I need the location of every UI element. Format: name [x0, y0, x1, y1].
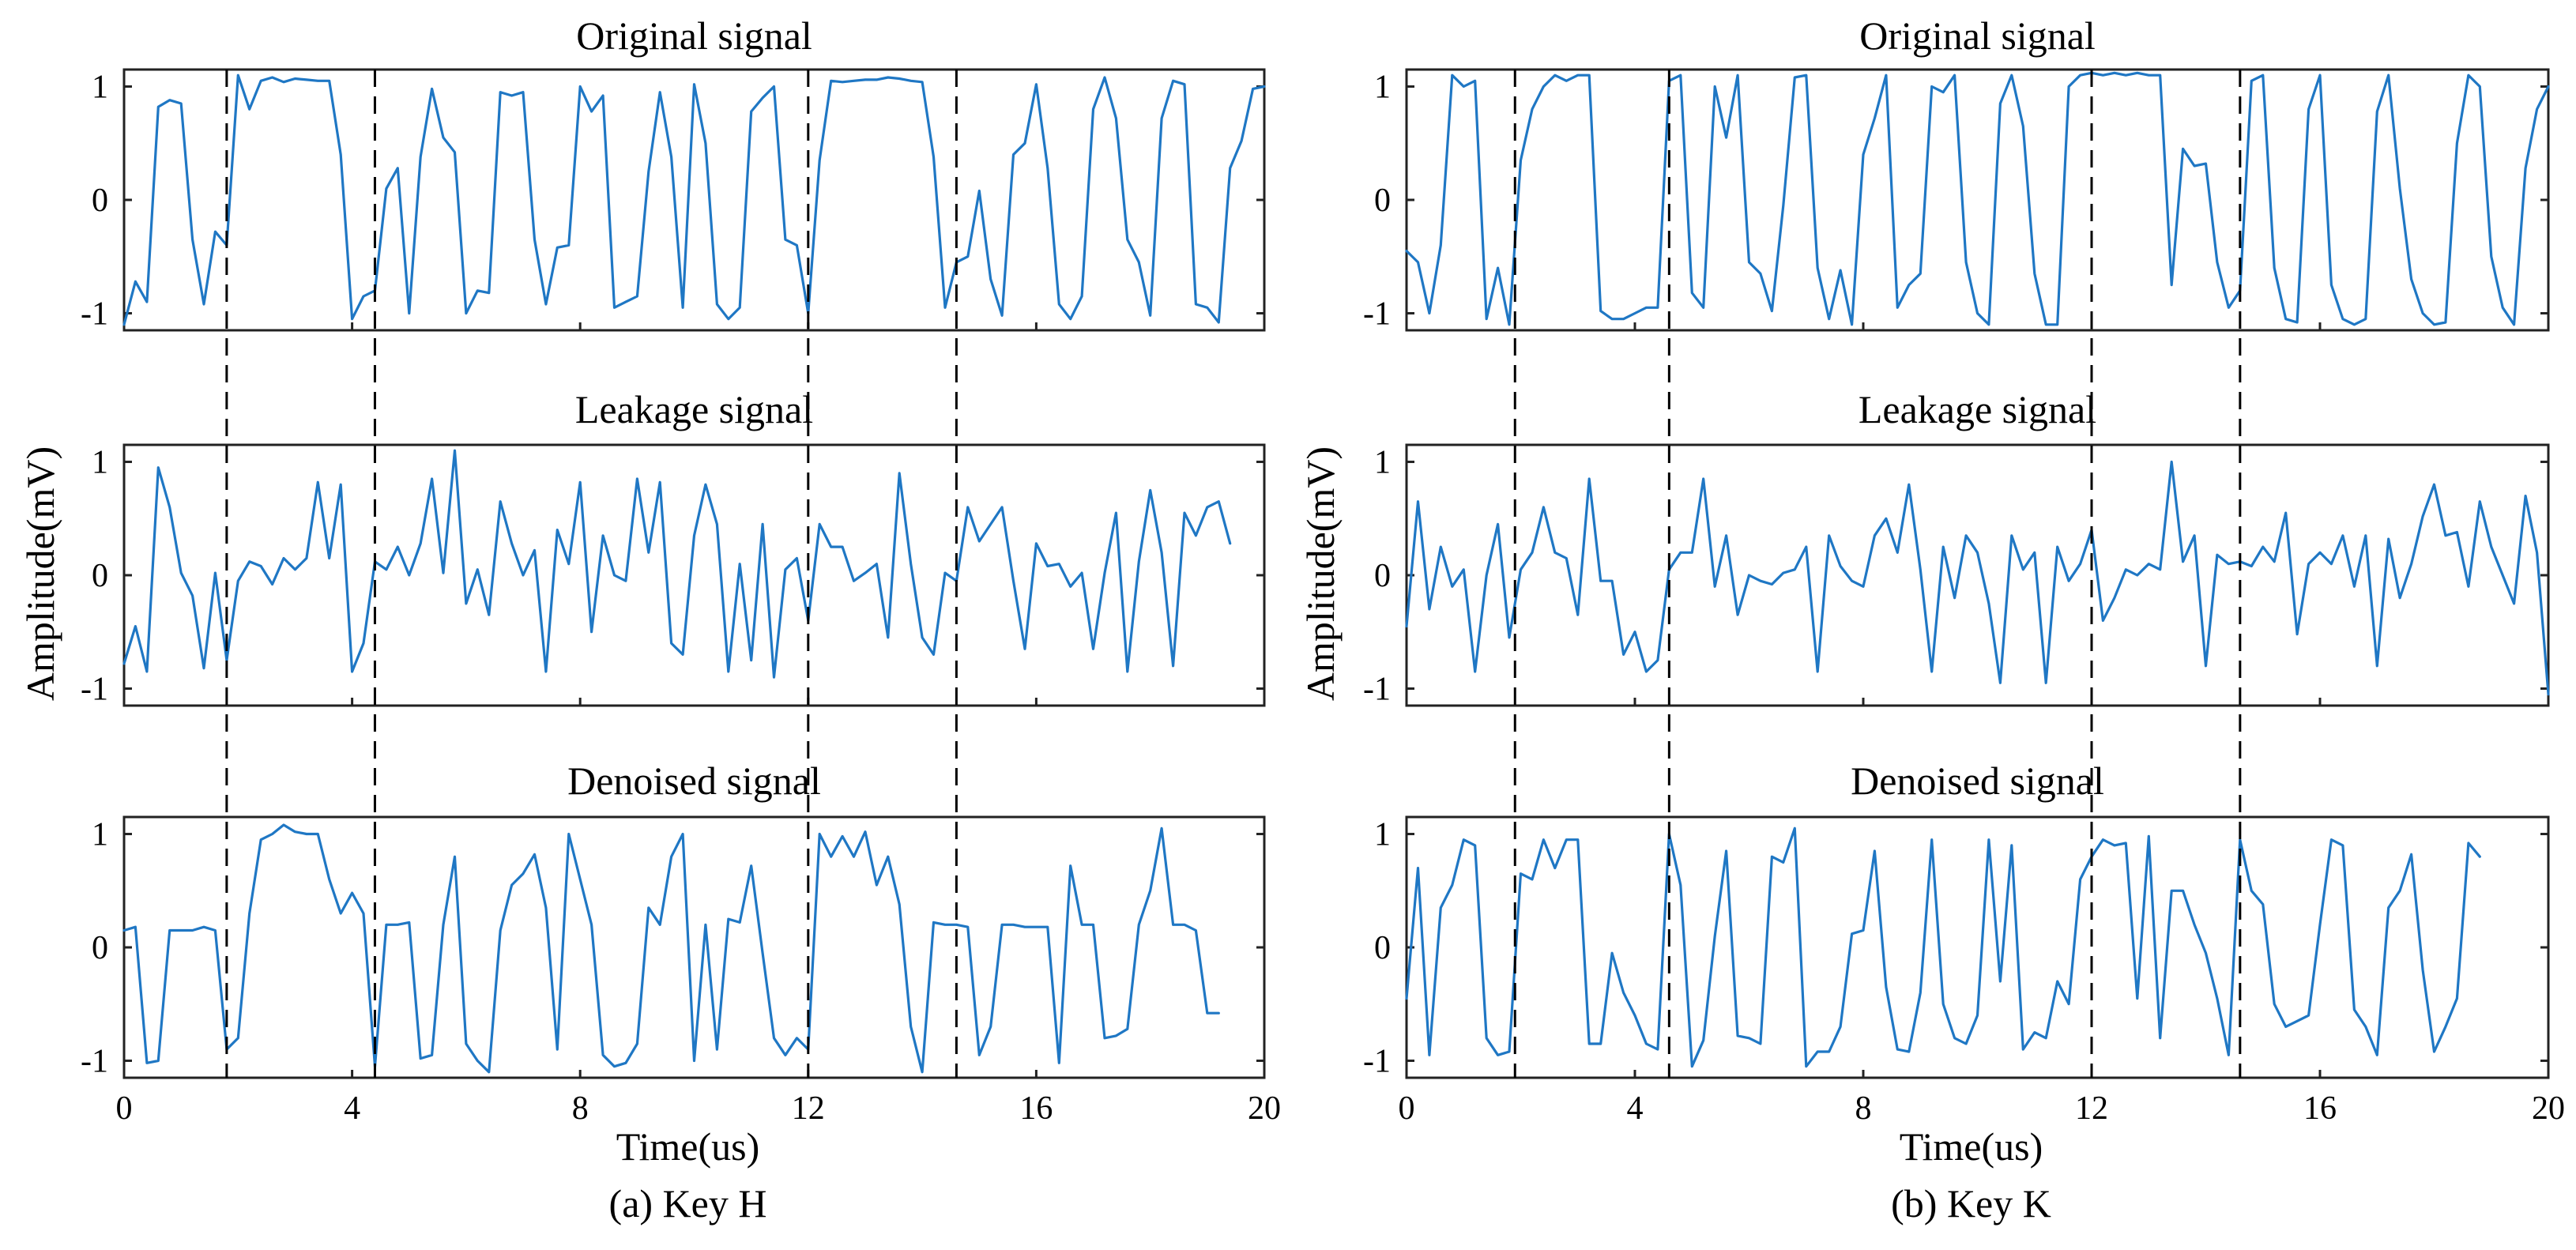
x-axis-label: Time(us) [616, 1124, 760, 1169]
y-tick-label: -1 [81, 671, 108, 707]
plot-frame [122, 443, 1266, 707]
y-tick-label: 0 [92, 930, 108, 966]
y-tick-label: 0 [92, 558, 108, 594]
y-tick-label: -1 [81, 1043, 108, 1079]
x-tick-label: 0 [1399, 1090, 1415, 1127]
y-tick-label: 1 [1374, 817, 1391, 853]
y-tick-label: -1 [81, 296, 108, 332]
subplot-title: Leakage signal [575, 387, 813, 431]
x-tick-label: 0 [116, 1090, 133, 1127]
signal-line [1405, 460, 2550, 696]
x-axis-label: Time(us) [1900, 1124, 2043, 1169]
signal-line [1405, 71, 2550, 326]
subplot-title: Leakage signal [1859, 387, 2096, 431]
y-tick-label: 1 [92, 817, 108, 853]
signal-line [1405, 826, 2481, 1068]
signal-line [122, 73, 1266, 326]
x-tick-label: 20 [2532, 1090, 2565, 1127]
y-axis-label: Amplitude(mV) [1298, 446, 1343, 701]
y-tick-label: 1 [92, 445, 108, 481]
figure-caption: (b) Key K [1891, 1181, 2051, 1226]
x-tick-label: 12 [792, 1090, 825, 1127]
x-tick-label: 8 [1855, 1090, 1872, 1127]
subplot-title: Original signal [576, 13, 812, 58]
y-tick-label: 1 [1374, 445, 1391, 481]
x-tick-label: 8 [572, 1090, 589, 1127]
x-tick-label: 16 [2303, 1090, 2337, 1127]
y-tick-label: 1 [1374, 70, 1391, 106]
y-tick-label: 0 [92, 183, 108, 219]
y-tick-label: 0 [1374, 183, 1391, 219]
y-tick-label: 0 [1374, 930, 1391, 966]
y-tick-label: -1 [1363, 1043, 1391, 1079]
subplot-title: Denoised signal [1851, 759, 2104, 803]
x-tick-label: 16 [1019, 1090, 1053, 1127]
subplot-title: Denoised signal [567, 759, 821, 803]
signal-line [122, 449, 1232, 679]
x-tick-label: 20 [1248, 1090, 1281, 1127]
signal-line [122, 823, 1220, 1074]
x-tick-label: 4 [344, 1090, 360, 1127]
x-tick-label: 4 [1627, 1090, 1644, 1127]
y-tick-label: 0 [1374, 558, 1391, 594]
subplot-title: Original signal [1859, 13, 2096, 58]
y-tick-label: -1 [1363, 296, 1391, 332]
figure-caption: (a) Key H [609, 1181, 767, 1226]
y-tick-label: 1 [92, 70, 108, 106]
y-axis-label: Amplitude(mV) [18, 446, 62, 701]
y-tick-label: -1 [1363, 671, 1391, 707]
x-tick-label: 12 [2075, 1090, 2108, 1127]
